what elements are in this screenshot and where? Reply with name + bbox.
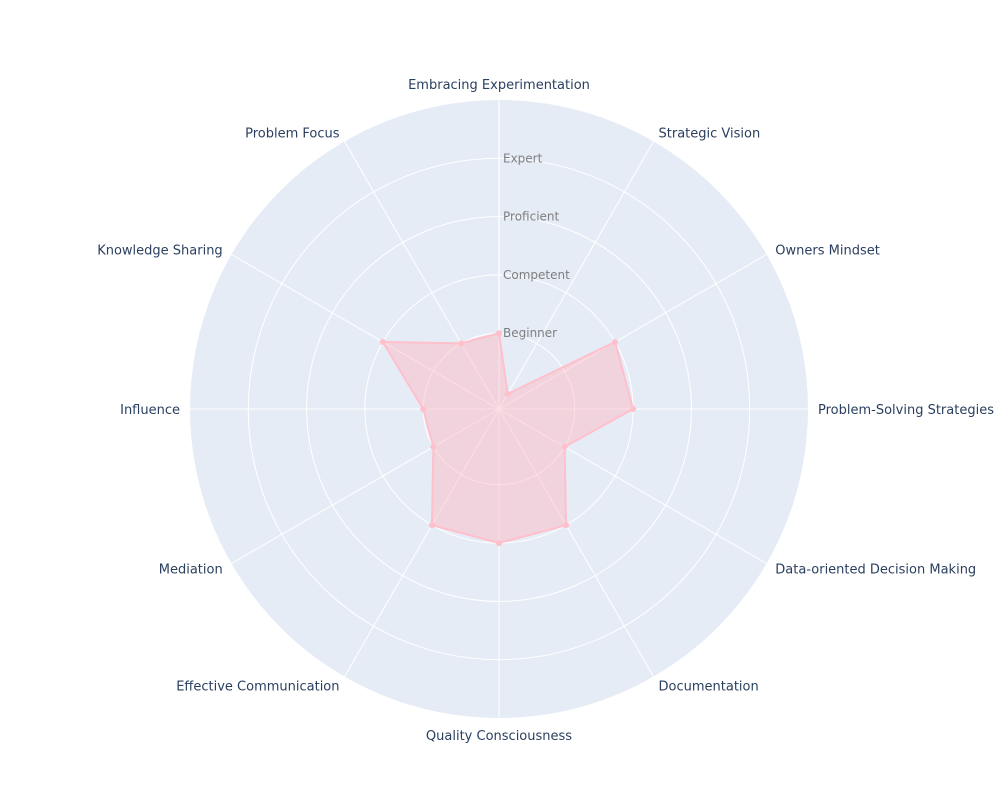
category-label: Quality Consciousness xyxy=(426,729,572,744)
category-label: Influence xyxy=(120,403,180,418)
data-point-10 xyxy=(420,406,427,412)
data-point-11 xyxy=(379,338,386,345)
category-label: Problem-Solving Strategies xyxy=(818,403,994,418)
data-point-9 xyxy=(430,443,437,450)
radial-tick-label: Expert xyxy=(503,151,543,165)
radial-tick-labels: Beginner Competent Proficient Expert xyxy=(503,151,570,340)
radial-tick-label: Beginner xyxy=(503,326,557,340)
category-labels: Embracing Experimentation Strategic Visio… xyxy=(97,78,994,744)
category-label: Mediation xyxy=(159,563,223,578)
spoke-2 xyxy=(498,141,654,410)
data-point-5 xyxy=(561,443,568,450)
radial-tick-label: Competent xyxy=(503,268,570,282)
data-point-2 xyxy=(504,390,511,397)
spoke-9 xyxy=(231,408,500,564)
category-label: Effective Communication xyxy=(176,679,339,694)
data-point-7 xyxy=(496,540,502,547)
category-label: Owners Mindset xyxy=(775,244,880,259)
angular-gridlines xyxy=(190,100,808,718)
spoke-3 xyxy=(498,254,767,410)
radial-tick-label: Proficient xyxy=(503,210,560,224)
series-layer xyxy=(379,330,637,547)
data-point-12 xyxy=(458,340,465,347)
category-label: Problem Focus xyxy=(245,127,340,142)
spoke-12 xyxy=(344,141,500,410)
category-label: Knowledge Sharing xyxy=(97,244,223,259)
category-label: Embracing Experimentation xyxy=(408,78,590,93)
category-label: Documentation xyxy=(659,679,759,694)
data-point-1 xyxy=(496,330,502,337)
spoke-6 xyxy=(498,408,654,677)
spoke-8 xyxy=(344,408,500,677)
data-point-6 xyxy=(563,522,570,529)
spoke-5 xyxy=(498,408,767,564)
category-label: Strategic Vision xyxy=(659,127,761,142)
data-point-8 xyxy=(428,522,435,529)
data-point-3 xyxy=(612,338,619,345)
data-point-4 xyxy=(630,406,637,412)
category-label: Data-oriented Decision Making xyxy=(775,563,976,578)
spoke-11 xyxy=(231,254,500,410)
